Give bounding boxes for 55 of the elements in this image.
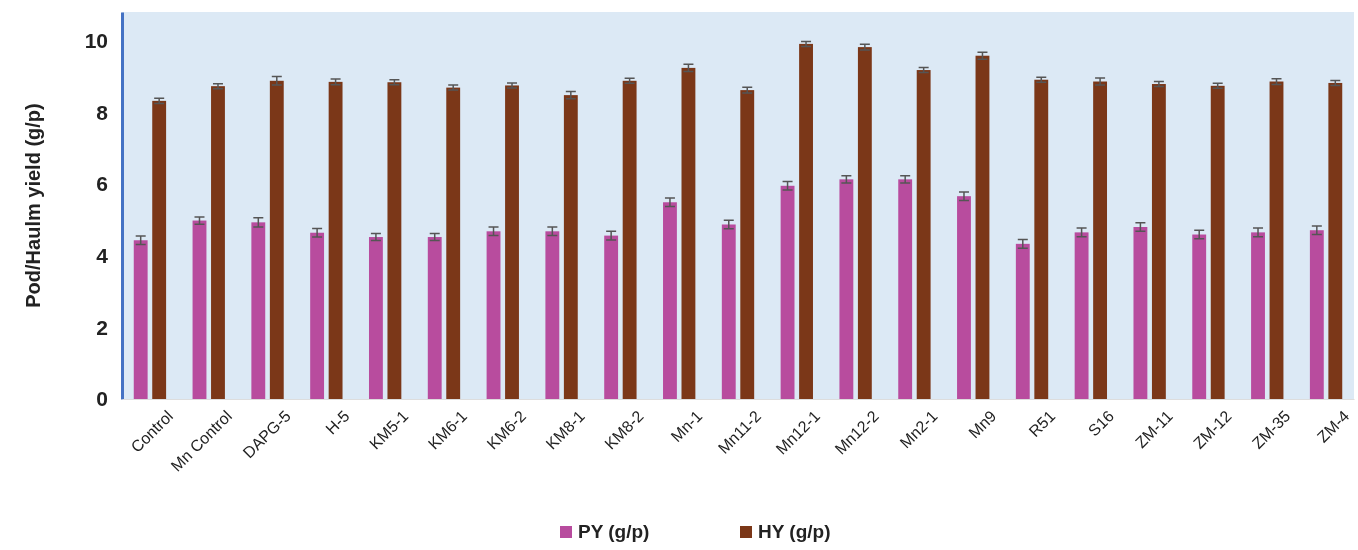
bar xyxy=(328,81,343,399)
x-tick-label: H-5 xyxy=(322,407,353,438)
y-tick-label: 10 xyxy=(84,28,108,52)
bar xyxy=(857,47,872,399)
bar xyxy=(1034,79,1049,399)
bar xyxy=(211,86,225,399)
bar xyxy=(310,232,325,399)
bar xyxy=(839,179,854,399)
y-tick-label: 2 xyxy=(96,315,108,339)
bar xyxy=(133,240,148,399)
bar xyxy=(563,95,578,399)
bar xyxy=(152,100,167,399)
bar xyxy=(975,55,990,399)
bar xyxy=(368,237,383,399)
bar xyxy=(604,235,619,399)
bar xyxy=(1093,81,1108,399)
bar xyxy=(269,80,284,399)
x-tick-label: R51 xyxy=(1025,407,1059,441)
y-tick-label: 8 xyxy=(96,100,109,124)
bar xyxy=(799,43,813,399)
y-tick-label: 4 xyxy=(96,243,109,267)
x-tick-label: S16 xyxy=(1084,407,1118,440)
bar xyxy=(1192,234,1207,399)
bar xyxy=(681,67,696,399)
bar xyxy=(192,220,207,399)
bar xyxy=(1015,243,1030,399)
bar xyxy=(1210,85,1225,399)
bar xyxy=(780,185,795,399)
bar xyxy=(1251,232,1265,399)
y-tick-label: 0 xyxy=(96,387,108,411)
bar xyxy=(251,222,266,399)
bar xyxy=(1328,82,1343,399)
bar xyxy=(898,179,913,399)
bar xyxy=(1133,227,1148,399)
x-tick-label: Mn9 xyxy=(965,407,1000,442)
y-tick-label: 6 xyxy=(96,172,108,196)
bar xyxy=(505,85,519,399)
bar xyxy=(486,231,501,399)
bar xyxy=(427,237,442,399)
bar xyxy=(446,87,461,399)
bar xyxy=(545,231,560,399)
bar xyxy=(1074,232,1089,399)
bar xyxy=(1151,84,1166,399)
bar xyxy=(721,224,736,399)
bar xyxy=(1309,230,1324,399)
bar xyxy=(622,80,637,399)
bar xyxy=(1269,81,1284,399)
legend-label: HY (g/p) xyxy=(758,521,831,542)
y-axis-title: Pod/Haulm yield (g/p) xyxy=(22,103,44,308)
bar xyxy=(740,90,755,399)
bar xyxy=(957,196,971,399)
bar xyxy=(387,82,402,399)
bar xyxy=(916,70,931,399)
bar xyxy=(663,202,677,399)
legend-label: PY (g/p) xyxy=(578,521,650,542)
